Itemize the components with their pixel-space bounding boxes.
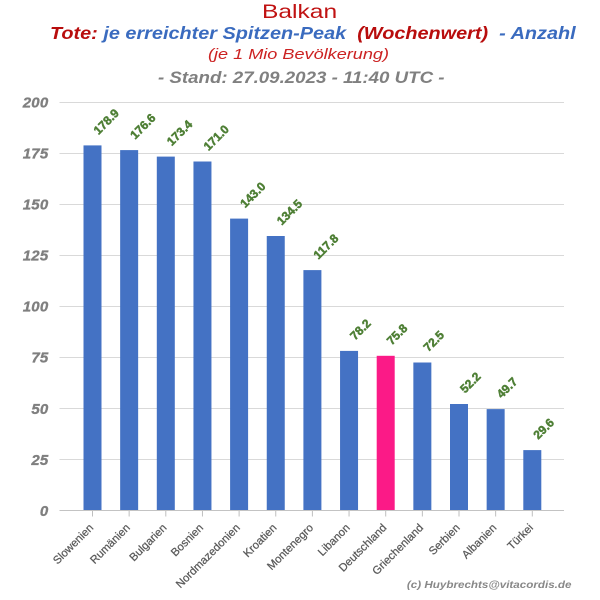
svg-text:176.6: 176.6 xyxy=(127,111,158,142)
svg-text:Türkei: Türkei xyxy=(505,522,535,552)
svg-text:178.9: 178.9 xyxy=(91,106,122,137)
svg-text:150: 150 xyxy=(23,197,49,214)
svg-text:Kroatien: Kroatien xyxy=(241,522,279,560)
svg-text:25: 25 xyxy=(30,452,49,469)
svg-text:117.8: 117.8 xyxy=(311,231,342,262)
svg-text:Rumänien: Rumänien xyxy=(88,522,133,567)
svg-text:171.0: 171.0 xyxy=(201,122,232,153)
svg-text:75: 75 xyxy=(31,350,49,367)
svg-text:200: 200 xyxy=(22,95,49,112)
svg-text:Libanon: Libanon xyxy=(316,522,353,559)
svg-text:Albanien: Albanien xyxy=(460,522,499,561)
svg-text:173.4: 173.4 xyxy=(164,117,195,148)
svg-text:50: 50 xyxy=(31,401,49,418)
svg-text:49.7: 49.7 xyxy=(494,374,521,401)
svg-text:100: 100 xyxy=(23,299,49,316)
svg-text:Bosnien: Bosnien xyxy=(169,522,206,559)
svg-text:52.2: 52.2 xyxy=(457,369,484,396)
svg-text:0: 0 xyxy=(40,503,49,520)
svg-text:78.2: 78.2 xyxy=(347,316,374,343)
svg-text:175: 175 xyxy=(23,146,49,163)
svg-text:75.8: 75.8 xyxy=(384,321,411,348)
svg-text:143.0: 143.0 xyxy=(237,179,268,210)
svg-text:Bulgarien: Bulgarien xyxy=(128,522,170,564)
svg-text:Serbien: Serbien xyxy=(427,522,463,558)
svg-text:29.6: 29.6 xyxy=(531,415,558,442)
svg-text:125: 125 xyxy=(23,248,49,265)
svg-text:134.5: 134.5 xyxy=(274,197,305,228)
svg-text:72.5: 72.5 xyxy=(421,328,448,355)
